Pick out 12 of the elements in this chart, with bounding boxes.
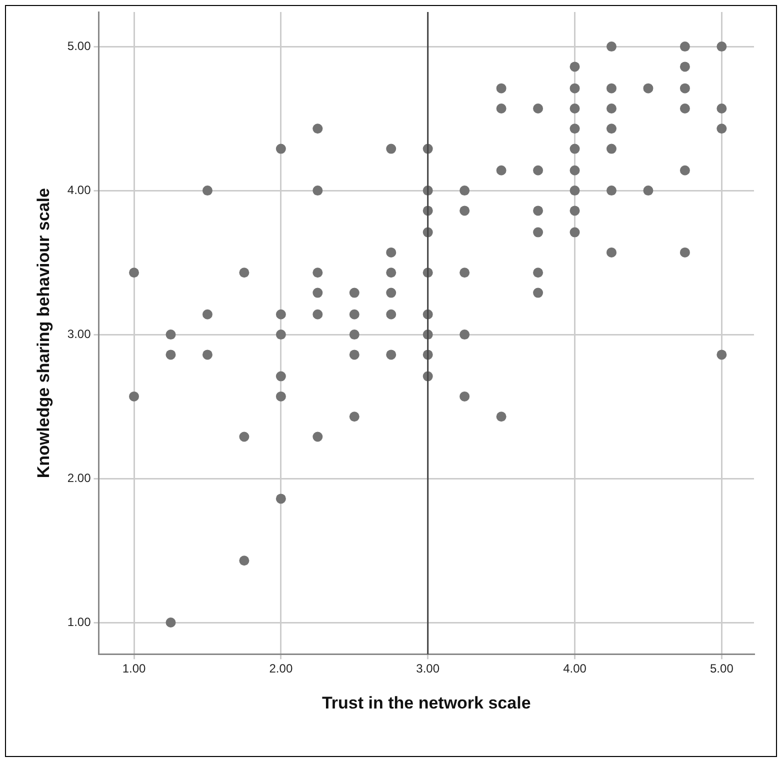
y-tick-label: 4.00 [67, 182, 92, 197]
x-tick-label: 1.00 [122, 662, 146, 676]
y-axis-title: Knowledge sharing behaviour scale [34, 188, 53, 478]
y-tick-label: 1.00 [67, 614, 92, 629]
y-tick-label: 5.00 [67, 38, 92, 53]
y-tick-label: 2.00 [67, 470, 92, 485]
x-tick-label: 4.00 [563, 662, 587, 676]
x-axis-title: Trust in the network scale [322, 693, 531, 712]
x-tick-label: 5.00 [710, 662, 734, 676]
x-tick-label: 2.00 [269, 662, 293, 676]
y-tick-label: 3.00 [67, 326, 92, 341]
x-tick-label: 3.00 [416, 662, 440, 676]
